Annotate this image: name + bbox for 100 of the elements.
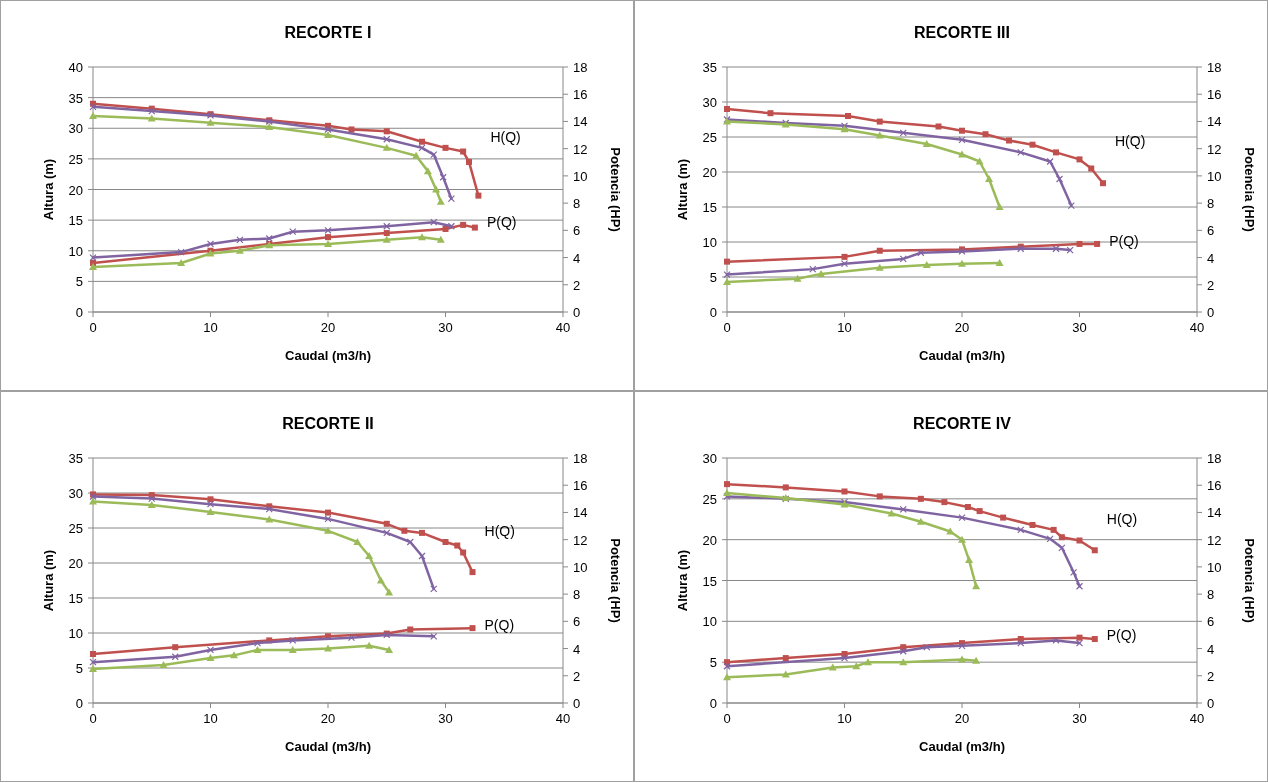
annotation: P(Q)	[484, 617, 515, 634]
y2-tick-label: 10	[573, 559, 588, 575]
annotation: P(Q)	[486, 213, 517, 230]
y2-tick-label: 10	[1207, 559, 1222, 575]
y-tick-label: 15	[702, 573, 717, 589]
y2-tick-label: 2	[1207, 668, 1215, 684]
x-tick-label: 10	[203, 320, 218, 335]
y2-tick-label: 8	[573, 196, 581, 212]
y2-tick-label: 8	[573, 587, 581, 603]
x-tick-label: 40	[1189, 320, 1205, 335]
y2-tick-label: 4	[1207, 250, 1215, 266]
chart-title: RECORTE III	[913, 24, 1011, 41]
x-tick-label: 30	[1072, 320, 1087, 335]
y2-axis-title: Potencia (HP)	[608, 538, 623, 623]
annotation: H(Q)	[1115, 133, 1146, 150]
chart-title: RECORTE II	[282, 415, 374, 432]
y-tick-label: 0	[709, 696, 717, 711]
annotation: H(Q)	[490, 128, 521, 145]
y-tick-label: 15	[68, 213, 83, 229]
y-tick-label: 20	[702, 532, 717, 548]
y-axis-title: Altura (m)	[41, 158, 56, 221]
y-tick-label: 0	[75, 696, 83, 711]
y2-tick-label: 0	[1207, 696, 1215, 711]
y2-tick-label: 8	[1207, 587, 1215, 603]
y2-tick-label: 18	[573, 60, 588, 75]
y-tick-label: 35	[68, 90, 83, 106]
y-tick-label: 20	[68, 556, 83, 571]
y2-tick-label: 6	[1207, 223, 1215, 239]
x-axis-title: Caudal (m3/h)	[285, 739, 371, 754]
x-tick-label: 0	[89, 711, 97, 726]
y2-tick-label: 4	[573, 641, 581, 657]
y-tick-label: 30	[68, 121, 83, 137]
y-axis-title: Altura (m)	[41, 549, 56, 612]
chart-title: RECORTE I	[284, 24, 372, 41]
y2-tick-label: 10	[573, 168, 588, 184]
x-tick-label: 0	[723, 711, 731, 726]
x-tick-label: 30	[438, 320, 453, 335]
annotation: P(Q)	[1109, 232, 1139, 249]
y2-tick-label: 12	[1207, 532, 1222, 548]
y2-tick-label: 6	[573, 223, 581, 239]
y2-tick-label: 10	[1207, 168, 1222, 184]
y2-tick-label: 14	[1207, 505, 1222, 521]
x-tick-label: 10	[837, 711, 852, 726]
y-tick-label: 25	[68, 521, 83, 536]
x-tick-label: 30	[438, 711, 453, 726]
x-tick-label: 20	[320, 711, 336, 726]
x-axis-title: Caudal (m3/h)	[919, 739, 1005, 754]
y-tick-label: 15	[68, 591, 83, 606]
annotation: H(Q)	[484, 523, 515, 539]
x-axis-title: Caudal (m3/h)	[285, 348, 371, 363]
x-tick-label: 10	[203, 711, 218, 726]
y-tick-label: 35	[68, 451, 83, 466]
y2-tick-label: 14	[573, 114, 588, 130]
y2-tick-label: 0	[1207, 305, 1215, 320]
x-tick-label: 20	[954, 711, 970, 726]
y-tick-label: 15	[702, 200, 717, 215]
y2-tick-label: 18	[573, 451, 588, 466]
y-tick-label: 35	[702, 60, 717, 75]
y2-tick-label: 4	[573, 250, 581, 266]
y-tick-label: 0	[709, 305, 717, 320]
y2-tick-label: 12	[573, 141, 588, 157]
y2-tick-label: 18	[1207, 451, 1222, 466]
x-tick-label: 20	[954, 320, 970, 335]
y-tick-label: 20	[702, 165, 717, 180]
x-axis-title: Caudal (m3/h)	[919, 348, 1005, 363]
x-tick-label: 0	[89, 320, 97, 335]
y2-tick-label: 14	[573, 505, 588, 521]
y-axis-title: Altura (m)	[675, 549, 690, 612]
y2-tick-label: 0	[573, 696, 581, 711]
chart-title: RECORTE IV	[913, 415, 1012, 432]
y-tick-label: 30	[702, 451, 717, 466]
x-tick-label: 40	[1189, 711, 1205, 726]
y-tick-label: 10	[702, 614, 717, 630]
y2-tick-label: 2	[573, 668, 581, 684]
y2-tick-label: 16	[1207, 478, 1222, 494]
y-tick-label: 25	[68, 151, 83, 167]
y2-tick-label: 18	[1207, 60, 1222, 75]
y2-tick-label: 6	[1207, 614, 1215, 630]
y-axis-title: Altura (m)	[675, 158, 690, 221]
y2-tick-label: 4	[1207, 641, 1215, 657]
x-tick-label: 0	[723, 320, 731, 335]
x-tick-label: 10	[837, 320, 852, 335]
y2-tick-label: 16	[573, 478, 588, 494]
y-tick-label: 10	[68, 626, 83, 641]
y-tick-label: 10	[702, 235, 717, 250]
y-tick-label: 30	[68, 486, 83, 501]
y2-tick-label: 2	[1207, 277, 1215, 293]
y-tick-label: 20	[68, 182, 83, 198]
x-tick-label: 20	[320, 320, 336, 335]
annotation: H(Q)	[1106, 510, 1138, 527]
y2-tick-label: 14	[1207, 114, 1222, 130]
x-tick-label: 30	[1072, 711, 1087, 726]
y2-tick-label: 12	[573, 532, 588, 548]
y-tick-label: 5	[709, 655, 717, 671]
y-tick-label: 25	[702, 491, 717, 507]
x-tick-label: 40	[555, 711, 571, 726]
y2-tick-label: 12	[1207, 141, 1222, 157]
y2-tick-label: 0	[573, 305, 581, 320]
y2-axis-title: Potencia (HP)	[1242, 538, 1257, 623]
y2-tick-label: 16	[573, 87, 588, 103]
